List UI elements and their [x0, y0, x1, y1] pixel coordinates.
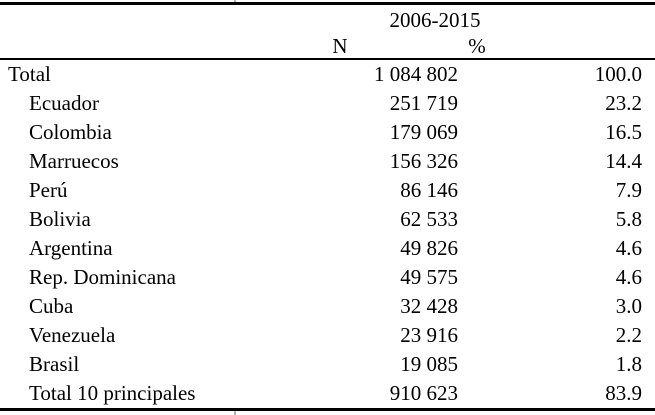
column-header-pct: %: [468, 34, 486, 58]
pct-cell: 5.8: [615, 207, 642, 231]
header-divider-rule: [0, 58, 655, 60]
table-top-rule: [0, 2, 655, 5]
table-row: Cuba 32 428 3.0: [0, 292, 655, 321]
table-row: Brasil 19 085 1.8: [0, 350, 655, 379]
n-cell: 1 084 802: [374, 62, 458, 86]
n-cell: 49 826: [400, 236, 458, 260]
n-cell: 32 428: [400, 294, 458, 318]
n-cell: 910 623: [389, 381, 458, 405]
country-cell: Marruecos: [29, 149, 119, 173]
table-body: Total 1 084 802 100.0 Ecuador 251 719 23…: [0, 60, 655, 408]
period-header: 2006-2015: [389, 8, 481, 32]
n-cell: 179 069: [389, 120, 458, 144]
column-header-n: N: [332, 34, 348, 58]
column-divider-tick-bottom: [234, 411, 236, 415]
table-row-total-10: Total 10 principales 910 623 83.9: [0, 379, 655, 408]
country-cell: Bolivia: [29, 207, 91, 231]
pct-cell: 100.0: [594, 62, 642, 86]
table-row: Argentina 49 826 4.6: [0, 234, 655, 263]
n-cell: 62 533: [400, 207, 458, 231]
table-row: Rep. Dominicana 49 575 4.6: [0, 263, 655, 292]
column-divider-tick-top: [234, 0, 236, 2]
n-cell: 251 719: [389, 91, 458, 115]
country-cell: Cuba: [29, 294, 74, 318]
table-row: Marruecos 156 326 14.4: [0, 147, 655, 176]
table-row: Colombia 179 069 16.5: [0, 118, 655, 147]
n-cell: 156 326: [389, 149, 458, 173]
pct-cell: 1.8: [615, 352, 642, 376]
table-row: Ecuador 251 719 23.2: [0, 89, 655, 118]
country-cell: Argentina: [29, 236, 113, 260]
pct-cell: 14.4: [605, 149, 642, 173]
n-cell: 23 916: [400, 323, 458, 347]
n-cell: 49 575: [400, 265, 458, 289]
country-cell: Venezuela: [29, 323, 116, 347]
pct-cell: 23.2: [605, 91, 642, 115]
n-cell: 19 085: [400, 352, 458, 376]
pct-cell: 4.6: [615, 236, 642, 260]
country-cell: Brasil: [29, 352, 80, 376]
country-cell: Ecuador: [29, 91, 99, 115]
pct-cell: 16.5: [605, 120, 642, 144]
pct-cell: 83.9: [605, 381, 642, 405]
table-row: Perú 86 146 7.9: [0, 176, 655, 205]
table-row: Venezuela 23 916 2.2: [0, 321, 655, 350]
pct-cell: 4.6: [615, 265, 642, 289]
country-cell: Colombia: [29, 120, 112, 144]
n-cell: 86 146: [400, 178, 458, 202]
table-row: Bolivia 62 533 5.8: [0, 205, 655, 234]
pct-cell: 2.2: [615, 323, 642, 347]
pct-cell: 3.0: [615, 294, 642, 318]
country-cell: Total 10 principales: [29, 381, 196, 405]
country-cell: Total: [8, 62, 51, 86]
table-bottom-rule: [0, 408, 655, 411]
country-cell: Rep. Dominicana: [29, 265, 176, 289]
country-cell: Perú: [29, 178, 68, 202]
pct-cell: 7.9: [615, 178, 642, 202]
table-row-total: Total 1 084 802 100.0: [0, 60, 655, 89]
